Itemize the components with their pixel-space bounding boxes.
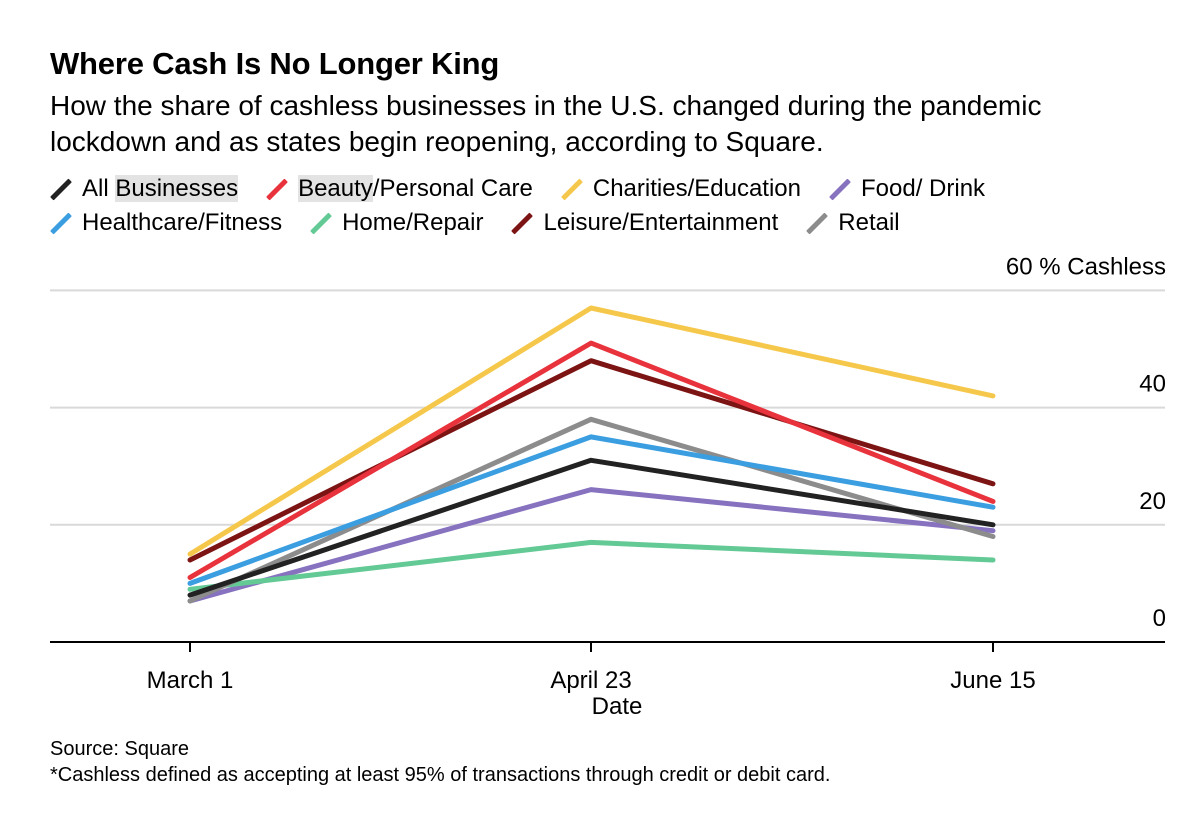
legend-item-food-drink: Food/ Drink bbox=[829, 175, 985, 203]
y-tick-label: 0 bbox=[1153, 605, 1166, 632]
chart-footer: Source: Square *Cashless defined as acce… bbox=[50, 736, 830, 788]
x-tick-label: March 1 bbox=[147, 667, 234, 694]
series-line bbox=[187, 416, 996, 604]
chart-title: Where Cash Is No Longer King bbox=[50, 46, 500, 81]
series-line bbox=[187, 539, 996, 592]
legend-item-home-repair: Home/Repair bbox=[310, 209, 483, 237]
x-tick-label: June 15 bbox=[950, 667, 1035, 694]
legend-label: Healthcare/Fitness bbox=[82, 209, 283, 236]
legend-item-leisure: Leisure/Entertainment bbox=[511, 209, 778, 237]
legend-label: Food/ Drink bbox=[861, 175, 986, 202]
legend-label: Leisure/Entertainment bbox=[543, 209, 779, 236]
definition-note: *Cashless defined as accepting at least … bbox=[50, 764, 831, 786]
y-tick-label: 20 bbox=[1139, 488, 1166, 515]
legend-item-healthcare: Healthcare/Fitness bbox=[50, 209, 282, 237]
legend-label: Beauty/Personal Care bbox=[298, 175, 533, 202]
chart-subtitle: How the share of cashless businesses in … bbox=[50, 90, 1042, 157]
y-tick-label: 40 bbox=[1139, 371, 1166, 398]
legend-row: All Businesses Beauty/Personal Care Char… bbox=[50, 172, 1160, 206]
x-tick-label: April 23 bbox=[550, 667, 631, 694]
legend-label: Charities/Education bbox=[592, 175, 801, 202]
series-line bbox=[187, 340, 996, 580]
legend-item-retail: Retail bbox=[806, 209, 899, 237]
legend: All Businesses Beauty/Personal Care Char… bbox=[50, 172, 1160, 240]
series-line bbox=[187, 305, 996, 557]
legend-row: Healthcare/Fitness Home/Repair Leisure/E… bbox=[50, 206, 1160, 240]
legend-item-all-businesses: All Businesses bbox=[50, 175, 239, 203]
series-line bbox=[187, 457, 996, 598]
y-tick-label: 60 % Cashless bbox=[1006, 253, 1166, 280]
x-axis-title: Date bbox=[592, 693, 643, 720]
legend-item-beauty: Beauty/Personal Care bbox=[266, 175, 533, 203]
legend-label: Retail bbox=[838, 209, 900, 236]
series-line bbox=[187, 487, 996, 604]
series-line bbox=[187, 434, 996, 586]
legend-item-charities: Charities/Education bbox=[561, 175, 801, 203]
source-note: Source: Square bbox=[50, 738, 189, 760]
legend-label: Home/Repair bbox=[342, 209, 484, 236]
series-line bbox=[187, 358, 996, 563]
legend-label: All Businesses bbox=[82, 175, 239, 202]
